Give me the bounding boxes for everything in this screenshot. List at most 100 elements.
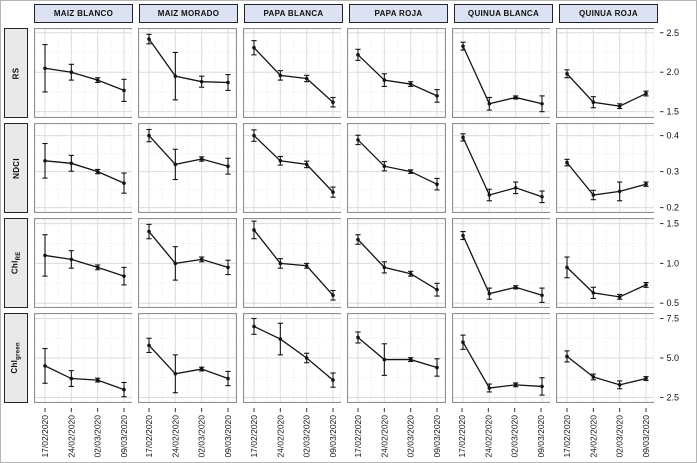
- data-point: [617, 383, 622, 387]
- series-line: [253, 47, 334, 103]
- data-point: [200, 257, 204, 262]
- x-axis-col-3: 17/02/2020 24/02/2020 02/03/2020 09/03/2020: [353, 408, 442, 458]
- facet-column-header-4: QUINUA BLANCA: [454, 4, 553, 23]
- panel-background: [242, 123, 342, 213]
- data-point: [356, 53, 360, 57]
- x-axis-col-2: 17/02/2020 24/02/2020 02/03/2020 09/03/2020: [249, 408, 338, 458]
- data-point: [200, 367, 204, 371]
- y-axis-tick-label: 2.5: [667, 392, 680, 402]
- panel-background: [347, 28, 446, 118]
- facet-row-strip-3: Chlgreen: [4, 313, 28, 403]
- facet-row-label: RS: [12, 67, 21, 79]
- data-point: [147, 343, 152, 348]
- bottom-axis-spacer: [660, 408, 696, 462]
- facet-column-header-label: MAIZ BLANCO: [53, 9, 114, 18]
- data-point: [382, 164, 387, 168]
- panel-background: [34, 28, 133, 118]
- data-point: [539, 384, 544, 389]
- facet-column-header-0: MAIZ BLANCO: [34, 4, 133, 23]
- data-point: [408, 271, 413, 276]
- series-line: [148, 38, 229, 84]
- facet-panel-1-1: [138, 123, 237, 213]
- data-point: [356, 335, 360, 340]
- facet-panel-3-1: [138, 313, 237, 403]
- x-axis-col-1: 17/02/2020 24/02/2020 02/03/2020 09/03/2020: [144, 408, 233, 458]
- panel-background: [347, 123, 446, 213]
- series-line: [44, 160, 125, 184]
- data-point: [356, 138, 360, 142]
- series-line: [44, 365, 125, 391]
- x-axis-tick-label: 02/03/2020: [197, 415, 207, 458]
- facet-column-header-2: PAPA BLANCA: [244, 4, 343, 23]
- x-axis-tick-label: 17/02/2020: [249, 415, 259, 458]
- facet-panel-2-1: [138, 218, 237, 308]
- facet-row-label-text: RS: [11, 67, 21, 79]
- header-axis-spacer: [664, 4, 696, 23]
- facet-panel-1-2: [242, 123, 342, 213]
- x-axis-tick-label: 24/02/2020: [484, 415, 494, 458]
- facet-panel-1-4: [451, 123, 550, 213]
- data-point: [251, 45, 256, 50]
- data-point: [617, 104, 622, 108]
- series-line: [148, 135, 229, 167]
- data-point: [69, 257, 74, 262]
- x-axis-tick-label: 09/03/2020: [536, 415, 546, 458]
- x-axis-tick-label: 02/03/2020: [93, 415, 103, 458]
- data-point: [226, 265, 231, 270]
- y-axis-tick-label: 0.3: [667, 167, 680, 177]
- facet-panel-1-3: [347, 123, 446, 213]
- data-point: [591, 100, 596, 105]
- x-axis-tick-label: 24/02/2020: [588, 415, 598, 458]
- data-point: [513, 95, 517, 100]
- y-axis-0: 1.5 2.0 2.5: [660, 28, 680, 117]
- corner-spacer: [4, 4, 28, 23]
- data-point: [565, 71, 569, 76]
- facet-panel-3-0: [34, 313, 133, 403]
- facet-row-strip-2: ChlRE: [4, 218, 28, 308]
- y-axis-tick-label: 0.5: [667, 298, 680, 308]
- data-point: [513, 285, 517, 290]
- data-point: [251, 324, 256, 329]
- data-point: [173, 74, 178, 78]
- x-axis-tick-label: 02/03/2020: [301, 415, 311, 458]
- data-point: [617, 295, 622, 299]
- data-point: [435, 94, 439, 98]
- series-line: [566, 162, 647, 196]
- y-axis-tick-label: 0.4: [667, 131, 680, 141]
- facet-column-header-label: PAPA BLANCA: [263, 9, 324, 18]
- data-point: [644, 376, 648, 381]
- data-point: [95, 265, 100, 270]
- facet-column-header-5: QUINUA ROJA: [559, 4, 658, 23]
- data-point: [43, 364, 47, 368]
- x-axis-tick-label: 17/02/2020: [144, 415, 154, 458]
- data-point: [147, 37, 152, 41]
- y-axis-tick-label: 0.2: [667, 203, 680, 213]
- data-point: [69, 161, 74, 166]
- data-point: [330, 100, 335, 105]
- data-point: [330, 293, 335, 298]
- facet-row-strip-1: NDCI: [4, 123, 28, 213]
- data-point: [435, 287, 439, 292]
- facet-row-label-text: Chl: [10, 260, 20, 275]
- x-axis-tick-label: 24/02/2020: [66, 415, 76, 458]
- x-axis-tick-label: 24/02/2020: [275, 415, 285, 458]
- facet-column-header-label: QUINUA BLANCA: [467, 9, 540, 18]
- data-point: [644, 283, 648, 287]
- data-point: [226, 80, 231, 85]
- facet-panel-0-4: [451, 28, 550, 118]
- facet-column-header-label: PAPA ROJA: [374, 9, 423, 18]
- y-axis-tick-label: 2.5: [667, 28, 680, 38]
- y-axis-tick-label: 7.5: [667, 314, 680, 324]
- facet-panel-2-2: [242, 218, 342, 308]
- series-line: [253, 135, 334, 193]
- data-point: [304, 356, 309, 360]
- series-line: [461, 45, 542, 105]
- series-line: [148, 344, 229, 380]
- data-point: [460, 44, 465, 48]
- series-line: [357, 336, 438, 369]
- series-line: [566, 266, 647, 298]
- series-line: [357, 54, 438, 97]
- data-point: [43, 159, 47, 163]
- data-point: [435, 182, 439, 186]
